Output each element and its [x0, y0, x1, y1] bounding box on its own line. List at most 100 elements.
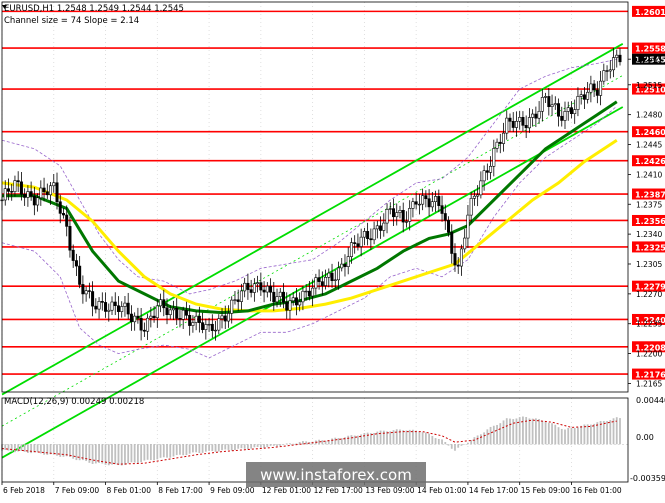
candle-body: [346, 256, 350, 267]
candle-body: [278, 291, 282, 297]
candle-body: [605, 70, 609, 72]
candle-body: [576, 96, 580, 110]
candle-body: [589, 83, 593, 93]
x-tick-label: 13 Feb 09:00: [365, 486, 414, 495]
level-tag-label: 1.2240: [635, 316, 665, 325]
candle-body: [39, 187, 43, 199]
candle-body: [13, 180, 17, 192]
candle-body: [618, 54, 622, 63]
candle-body: [414, 201, 418, 205]
x-tick-label: 8 Feb 17:00: [158, 486, 203, 495]
y-tick-label: 1.2515: [636, 81, 662, 90]
level-tag-label: 1.2279: [635, 283, 665, 292]
candle-body: [275, 296, 279, 303]
candle-body: [226, 313, 230, 322]
candle-body: [463, 237, 467, 250]
level-tag-label: 1.2558: [635, 45, 665, 54]
candle-body: [440, 205, 444, 214]
candle-body: [194, 315, 198, 323]
y-tick-label: 1.2305: [636, 260, 662, 269]
candle-body: [560, 115, 564, 121]
candle-body: [304, 290, 308, 293]
y-tick-label: 1.2545: [636, 55, 662, 64]
level-tag: [632, 341, 665, 353]
candle-body: [168, 309, 172, 316]
candle-body: [330, 272, 334, 281]
watermark-text: www.instaforex.com: [260, 466, 412, 484]
candle-body: [472, 195, 476, 199]
candle-body: [155, 305, 159, 319]
level-tag: [632, 5, 665, 17]
candle-body: [479, 180, 483, 196]
candle-body: [16, 180, 20, 183]
main-plot-frame: [1, 1, 629, 393]
candle-body: [502, 132, 506, 144]
x-tick-label: 15 Feb 09:00: [521, 486, 570, 495]
candle-body: [612, 57, 616, 71]
candle-body: [476, 194, 480, 197]
macd-header: MACD(12,26,9) 0.00249 0.00218: [4, 397, 144, 407]
candle-body: [553, 103, 557, 106]
candle-body: [314, 277, 318, 289]
candle-body: [178, 318, 182, 320]
candle-body: [427, 198, 431, 208]
macd-signal-line: [1, 419, 617, 465]
candle-body: [201, 322, 205, 330]
candle-body: [58, 201, 62, 214]
candle-body: [55, 182, 59, 203]
candle-body: [210, 323, 214, 331]
y-tick-label: 1.2270: [636, 290, 662, 299]
channel-upper-line: [1, 43, 624, 396]
candle-body: [110, 301, 114, 311]
candle-body: [518, 116, 522, 122]
candle-body: [356, 243, 360, 247]
candle-body: [514, 120, 518, 128]
candle-body: [443, 213, 447, 221]
candle-body: [495, 141, 499, 149]
candle-body: [508, 117, 512, 122]
candle-body: [579, 94, 583, 97]
candle-body: [175, 307, 179, 319]
candle-body: [450, 232, 454, 254]
candle-body: [595, 89, 599, 96]
candle-body: [123, 302, 127, 307]
candle-body: [469, 198, 473, 216]
candle-body: [320, 281, 324, 286]
candle-body: [498, 141, 502, 144]
candle-body: [586, 91, 590, 100]
candle-body: [353, 242, 357, 244]
x-tick-label: 12 Feb 01:00: [262, 486, 311, 495]
candle-body: [434, 196, 438, 202]
candle-body: [608, 69, 612, 72]
candle-body: [233, 299, 237, 301]
dropdown-triangle-icon: [2, 5, 7, 9]
candle-body: [540, 97, 544, 112]
candle-body: [592, 83, 596, 91]
candle-body: [430, 201, 434, 208]
x-tick-label: 7 Feb 09:00: [55, 486, 100, 495]
candle-body: [71, 249, 75, 261]
candle-body: [113, 301, 117, 307]
y-tick-label: 1.2445: [636, 141, 662, 150]
candle-body: [246, 282, 250, 290]
candle-body: [236, 299, 240, 302]
envelope-lower: [1, 105, 618, 359]
candle-body: [184, 309, 188, 316]
candle-body: [424, 195, 428, 200]
candle-body: [544, 96, 548, 98]
candle-body: [74, 260, 78, 267]
candle-body: [252, 283, 256, 293]
candle-body: [139, 317, 143, 331]
candle-body: [447, 220, 451, 233]
candle-body: [45, 191, 49, 196]
candle-body: [116, 305, 120, 312]
watermark-background: [246, 462, 426, 487]
macd-scale-bottom: -0.00359: [630, 474, 665, 483]
candle-body: [281, 291, 285, 303]
candle-body: [372, 228, 376, 241]
candle-body: [188, 315, 192, 326]
candle-body: [547, 96, 551, 107]
level-tag: [632, 155, 665, 167]
candle-body: [362, 231, 366, 238]
candle-body: [6, 188, 10, 192]
